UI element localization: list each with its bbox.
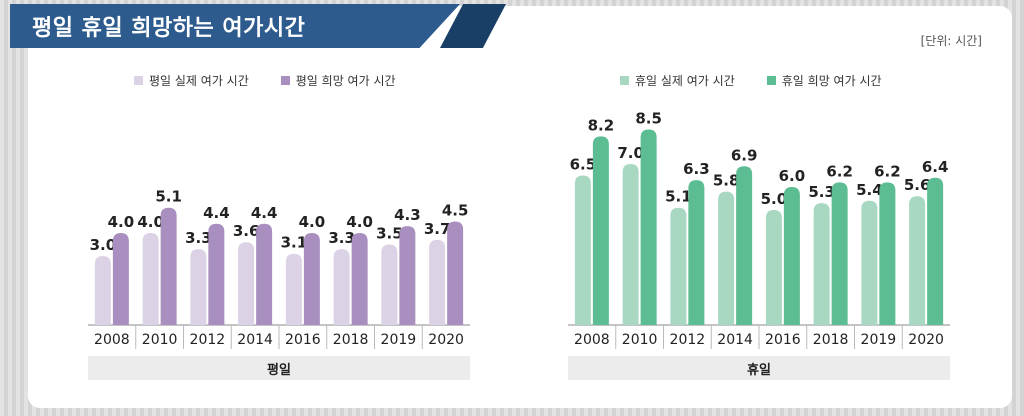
title-banner: [10, 4, 460, 48]
panel-label-weekday: 평일: [88, 356, 470, 380]
weekday-bar-actual: [238, 242, 255, 325]
legend-label-weekday-hope: 평일 희망 여가 시간: [295, 74, 396, 88]
holiday-bar-hope: [688, 180, 705, 325]
weekday-x-tick-label: 2012: [190, 332, 226, 348]
weekday-data-label-actual: 3.7: [424, 220, 451, 238]
weekday-x-tick-label: 2016: [285, 332, 321, 348]
weekday-x-tick-label: 2020: [428, 332, 464, 348]
weekday-bar-actual: [429, 239, 446, 325]
weekday-data-label-actual: 3.6: [233, 222, 260, 240]
weekday-x-tick-label: 2018: [333, 332, 369, 348]
holiday-bar-actual: [718, 191, 735, 325]
holiday-bar-actual: [574, 175, 591, 325]
weekday-bar-hope: [399, 226, 416, 325]
unit-label: [단위: 시간]: [920, 34, 982, 48]
legend-holiday: 휴일 실제 여가 시간 휴일 희망 여가 시간: [620, 72, 882, 89]
holiday-bar-actual: [861, 200, 878, 325]
holiday-bar-actual: [909, 196, 926, 325]
holiday-x-tick-label: 2014: [717, 332, 753, 348]
weekday-data-label-hope: 4.4: [203, 204, 230, 222]
holiday-data-label-hope: 6.9: [731, 146, 758, 164]
legend-swatch-holiday-actual: [620, 76, 629, 85]
holiday-data-label-actual: 5.4: [856, 181, 883, 199]
weekday-bar-hope: [256, 223, 273, 325]
weekday-bar-actual: [94, 256, 111, 325]
chart-card: [28, 6, 1012, 408]
weekday-bar-hope: [112, 233, 129, 325]
weekday-data-label-actual: 3.0: [90, 236, 117, 254]
holiday-bar-hope: [640, 129, 657, 325]
holiday-data-label-hope: 6.4: [922, 158, 949, 176]
holiday-data-label-actual: 5.3: [808, 183, 835, 201]
weekday-data-label-hope: 5.1: [155, 188, 182, 206]
weekday-data-label-hope: 4.0: [299, 213, 326, 231]
weekday-data-label-actual: 3.3: [328, 229, 355, 247]
holiday-x-tick-label: 2020: [908, 332, 944, 348]
holiday-data-label-actual: 5.1: [665, 188, 692, 206]
holiday-data-label-hope: 6.2: [874, 162, 901, 180]
holiday-data-label-actual: 5.6: [904, 176, 931, 194]
weekday-bar-hope: [160, 207, 177, 325]
weekday-data-label-hope: 4.3: [394, 206, 421, 224]
weekday-data-label-hope: 4.0: [108, 213, 135, 231]
holiday-x-tick-label: 2019: [861, 332, 897, 348]
holiday-x-tick-label: 2008: [574, 332, 610, 348]
weekday-data-label-actual: 4.0: [137, 213, 164, 231]
weekday-bar-hope: [303, 233, 320, 325]
weekday-bar-actual: [333, 249, 350, 325]
holiday-x-tick-label: 2018: [813, 332, 849, 348]
holiday-bar-hope: [879, 182, 896, 325]
weekday-bar-actual: [142, 233, 159, 325]
weekday-data-label-hope: 4.5: [442, 202, 469, 220]
weekday-data-label-actual: 3.1: [281, 234, 308, 252]
weekday-data-label-actual: 3.3: [185, 229, 212, 247]
legend-weekday: 평일 실제 여가 시간 평일 희망 여가 시간: [134, 72, 396, 89]
weekday-bar-hope: [447, 221, 464, 325]
weekday-bar-actual: [285, 253, 302, 325]
legend-swatch-weekday-hope: [280, 76, 290, 85]
legend-swatch-weekday-actual: [134, 76, 143, 85]
holiday-bar-hope: [592, 136, 609, 325]
holiday-x-tick-label: 2016: [765, 332, 801, 348]
legend-label-holiday-actual: 휴일 실제 여가 시간: [635, 74, 735, 88]
holiday-bar-actual: [813, 203, 830, 325]
weekday-x-tick-label: 2019: [381, 332, 417, 348]
holiday-bar-actual: [622, 164, 639, 325]
weekday-data-label-hope: 4.4: [251, 204, 278, 222]
holiday-data-label-hope: 8.2: [588, 116, 615, 134]
panel-label-holiday: 휴일: [568, 356, 950, 380]
holiday-x-tick-label: 2012: [670, 332, 706, 348]
weekday-x-tick-label: 2008: [94, 332, 130, 348]
page-title: 평일 휴일 희망하는 여가시간: [32, 16, 306, 41]
holiday-data-label-actual: 5.0: [761, 190, 788, 208]
weekday-x-tick-label: 2010: [142, 332, 178, 348]
holiday-data-label-actual: 6.5: [570, 156, 597, 174]
holiday-data-label-hope: 6.0: [779, 167, 806, 185]
legend-label-weekday-actual: 평일 실제 여가 시간: [149, 74, 249, 88]
legend-label-holiday-hope: 휴일 희망 여가 시간: [781, 74, 882, 88]
holiday-data-label-hope: 8.5: [635, 110, 662, 128]
weekday-bar-actual: [381, 244, 398, 325]
holiday-bar-hope: [783, 187, 800, 325]
holiday-data-label-hope: 6.2: [826, 162, 853, 180]
weekday-data-label-hope: 4.0: [346, 213, 373, 231]
weekday-x-tick-label: 2014: [237, 332, 273, 348]
legend-swatch-holiday-hope: [766, 76, 776, 85]
holiday-bar-hope: [927, 177, 944, 325]
holiday-data-label-actual: 5.8: [713, 172, 740, 190]
weekday-bar-hope: [351, 233, 368, 325]
holiday-bar-actual: [670, 207, 687, 325]
holiday-data-label-hope: 6.3: [683, 160, 710, 178]
holiday-bar-hope: [736, 166, 753, 325]
weekday-bar-actual: [190, 249, 207, 325]
weekday-bar-hope: [208, 223, 225, 325]
holiday-bar-hope: [831, 182, 848, 325]
weekday-data-label-actual: 3.5: [376, 225, 403, 243]
holiday-bar-actual: [765, 210, 782, 325]
holiday-x-tick-label: 2010: [622, 332, 658, 348]
holiday-data-label-actual: 7.0: [617, 144, 644, 162]
